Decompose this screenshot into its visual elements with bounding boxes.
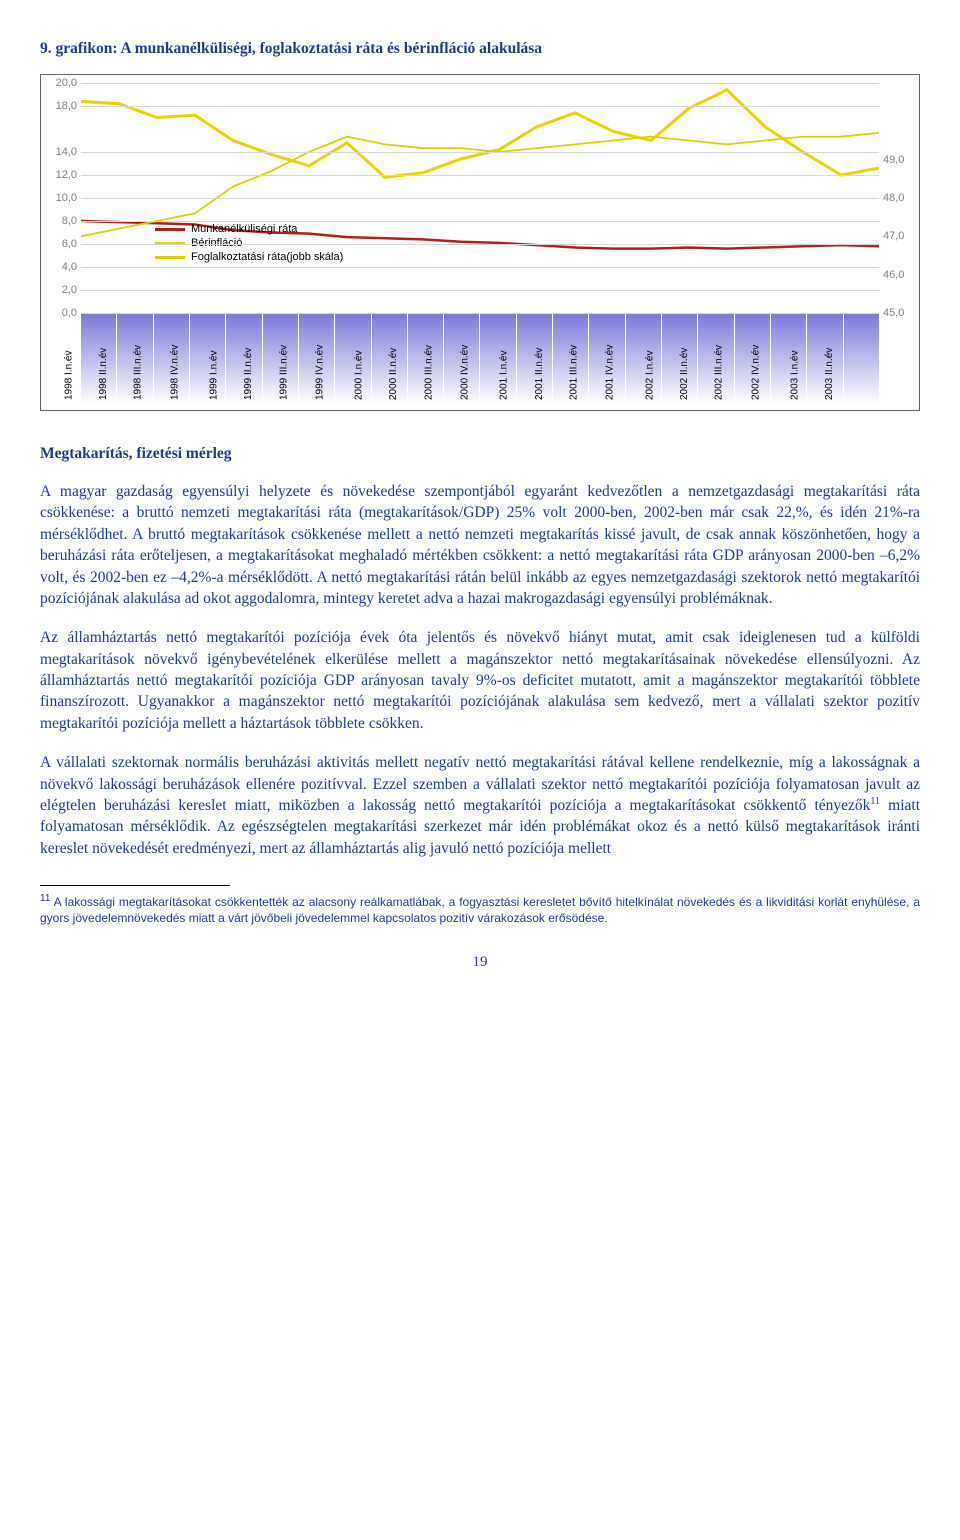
legend-label: Bérinfláció xyxy=(191,237,242,249)
chart-title: 9. grafikon: A munkanélküliségi, foglako… xyxy=(40,40,920,58)
page-number: 19 xyxy=(40,954,920,971)
plot-area: Munkanélküliségi ráta Bérinfláció Foglal… xyxy=(81,83,879,314)
legend-item: Bérinfláció xyxy=(155,237,343,249)
paragraph: A magyar gazdaság egyensúlyi helyzete és… xyxy=(40,481,920,609)
x-axis-band: 1998 I.n.év1998 II.n.év1998 III.n.év1998… xyxy=(81,314,879,404)
footnote: 11 A lakossági megtakarításokat csökkent… xyxy=(40,892,920,926)
legend-swatch xyxy=(155,228,185,231)
legend-item: Munkanélküliségi ráta xyxy=(155,223,343,235)
footnote-rule xyxy=(40,885,230,886)
legend-label: Foglalkoztatási ráta(jobb skála) xyxy=(191,251,343,263)
paragraph: A vállalati szektornak normális beruházá… xyxy=(40,752,920,859)
paragraph: Az államháztartás nettó megtakarítói poz… xyxy=(40,627,920,734)
legend-label: Munkanélküliségi ráta xyxy=(191,223,297,235)
legend-swatch xyxy=(155,256,185,259)
section-subtitle: Megtakarítás, fizetési mérleg xyxy=(40,445,920,463)
chart-container: Munkanélküliségi ráta Bérinfláció Foglal… xyxy=(40,74,920,411)
legend-item: Foglalkoztatási ráta(jobb skála) xyxy=(155,251,343,263)
